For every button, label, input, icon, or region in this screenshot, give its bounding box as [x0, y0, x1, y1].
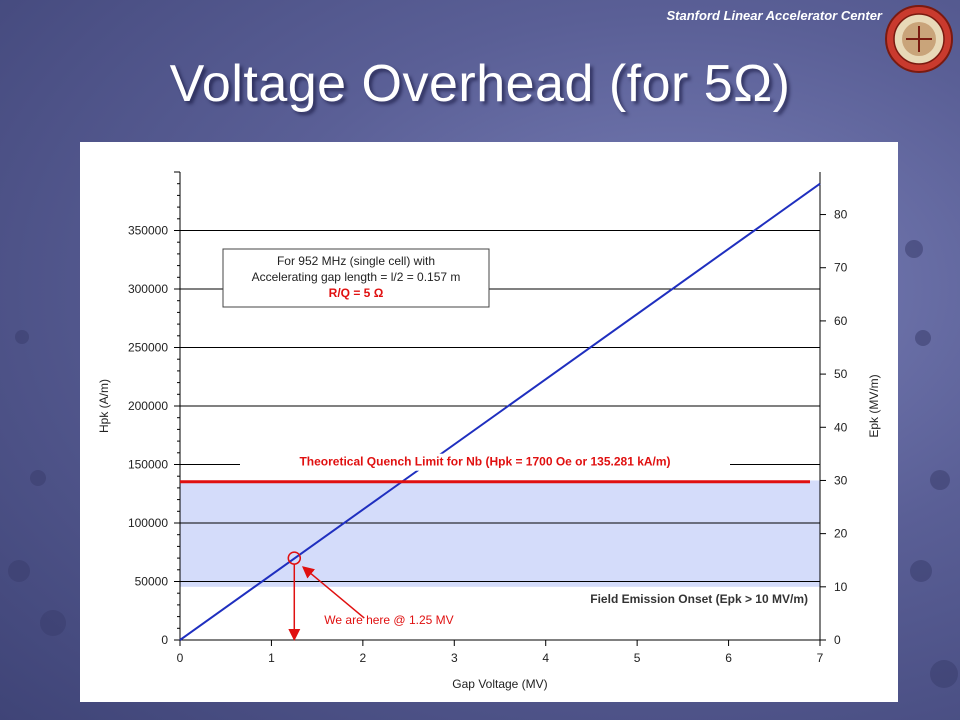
- marker-label: We are here @ 1.25 MV: [324, 613, 453, 627]
- y2-tick-label: 30: [834, 473, 848, 487]
- background-dot: [930, 660, 958, 688]
- y2-tick-label: 50: [834, 367, 848, 381]
- background-dot: [905, 240, 923, 258]
- background-dot: [930, 470, 950, 490]
- x-tick-label: 6: [725, 651, 732, 665]
- background-dot: [15, 330, 29, 344]
- y-tick-label: 100000: [128, 516, 168, 530]
- quench-limit-label-bg: [240, 453, 730, 471]
- x-axis-title: Gap Voltage (MV): [452, 677, 547, 691]
- voltage-overhead-chart: Theoretical Quench Limit for Nb (Hpk = 1…: [97, 171, 881, 691]
- info-box-line3: R/Q = 5 Ω: [329, 286, 384, 300]
- x-tick-label: 5: [634, 651, 641, 665]
- background-dot: [910, 560, 932, 582]
- y2-tick-label: 40: [834, 420, 848, 434]
- field-emission-band: [180, 480, 820, 587]
- organization-name: Stanford Linear Accelerator Center: [666, 8, 882, 23]
- y2-tick-label: 80: [834, 208, 848, 222]
- y-tick-label: 300000: [128, 282, 168, 296]
- y2-tick-label: 0: [834, 633, 841, 647]
- background-dot: [40, 610, 66, 636]
- background-dot: [915, 330, 931, 346]
- info-box-line2: Accelerating gap length = l/2 = 0.157 m: [252, 270, 461, 284]
- y-tick-label: 50000: [135, 575, 169, 589]
- y2-tick-label: 20: [834, 527, 848, 541]
- x-tick-label: 1: [268, 651, 275, 665]
- slide-title: Voltage Overhead (for 5Ω): [169, 55, 791, 113]
- x-tick-label: 7: [817, 651, 824, 665]
- x-tick-label: 0: [177, 651, 184, 665]
- field-emission-label: Field Emission Onset (Epk > 10 MV/m): [590, 592, 808, 606]
- y2-tick-label: 70: [834, 261, 848, 275]
- x-tick-label: 2: [360, 651, 367, 665]
- background-dot: [30, 470, 46, 486]
- slac-seal-logo: [885, 5, 953, 73]
- info-box: [222, 248, 490, 308]
- y-tick-label: 250000: [128, 341, 168, 355]
- chart-panel: Theoretical Quench Limit for Nb (Hpk = 1…: [80, 142, 898, 702]
- y-tick-label: 150000: [128, 458, 168, 472]
- y-tick-label: 200000: [128, 399, 168, 413]
- y-tick-label: 350000: [128, 224, 168, 238]
- y2-axis-title: Epk (MV/m): [867, 374, 881, 437]
- y-tick-label: 0: [161, 633, 168, 647]
- marker-pointer-arrow: [301, 566, 365, 619]
- y2-tick-label: 60: [834, 314, 848, 328]
- quench-limit-label: Theoretical Quench Limit for Nb (Hpk = 1…: [299, 455, 670, 469]
- x-tick-label: 4: [542, 651, 549, 665]
- info-box-line1: For 952 MHz (single cell) with: [277, 254, 435, 268]
- x-tick-label: 3: [451, 651, 458, 665]
- background-dot: [8, 560, 30, 582]
- y-axis-title: Hpk (A/m): [97, 379, 111, 433]
- y2-tick-label: 10: [834, 580, 848, 594]
- current-point-marker: [287, 551, 302, 565]
- hpk-voltage-line: [179, 182, 821, 641]
